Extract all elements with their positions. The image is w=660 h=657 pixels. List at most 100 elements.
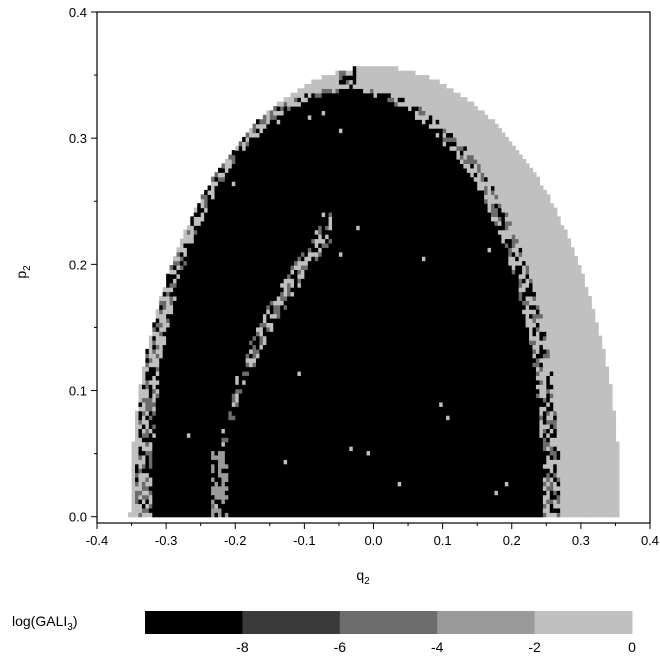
heatmap-cell	[446, 401, 451, 407]
heatmap-cell	[138, 459, 143, 465]
heatmap-cell	[390, 437, 395, 443]
heatmap-cell	[176, 415, 181, 421]
heatmap-cell	[480, 419, 485, 425]
heatmap-cell	[428, 388, 433, 394]
heatmap-cell	[169, 499, 174, 505]
heatmap-cell	[235, 459, 240, 465]
heatmap-cell	[211, 503, 216, 509]
heatmap-cell	[321, 401, 326, 407]
heatmap-cell	[249, 441, 254, 447]
heatmap-cell	[238, 423, 243, 429]
heatmap-cell	[598, 366, 603, 372]
heatmap-cell	[376, 428, 382, 434]
heatmap-cell	[553, 512, 558, 518]
heatmap-cell	[535, 481, 540, 487]
heatmap-cell	[259, 450, 264, 456]
heatmap-cell	[300, 463, 305, 469]
heatmap-cell	[159, 485, 164, 491]
heatmap-cell	[335, 428, 340, 434]
heatmap-cell	[556, 379, 561, 385]
heatmap-cell	[401, 446, 406, 452]
heatmap-cell	[518, 406, 523, 412]
heatmap-cell	[152, 379, 157, 385]
heatmap-cell	[332, 401, 337, 407]
heatmap-cell	[345, 362, 350, 368]
heatmap-cell	[325, 503, 330, 509]
heatmap-cell	[504, 468, 509, 474]
heatmap-cell	[179, 437, 185, 443]
heatmap-cell	[580, 410, 585, 416]
heatmap-cell	[259, 384, 264, 390]
heatmap-cell	[335, 406, 340, 412]
heatmap-cell	[141, 441, 146, 447]
heatmap-cell	[245, 428, 250, 434]
heatmap-cell	[442, 450, 447, 456]
heatmap-cell	[508, 388, 513, 394]
heatmap-cell	[366, 393, 371, 399]
heatmap-cell	[573, 415, 579, 421]
heatmap-cell	[214, 472, 219, 478]
heatmap-cell	[529, 362, 534, 368]
heatmap-cell	[141, 406, 146, 412]
heatmap-cell	[421, 494, 426, 500]
heatmap-cell	[335, 468, 340, 474]
heatmap-cell	[162, 481, 167, 487]
heatmap-cell	[587, 428, 592, 434]
heatmap-cell	[314, 419, 319, 425]
heatmap-cell	[456, 437, 461, 443]
heatmap-cell	[131, 481, 136, 487]
heatmap-cell	[162, 476, 167, 482]
heatmap-cell	[404, 490, 409, 496]
heatmap-cell	[511, 401, 516, 407]
heatmap-cell	[259, 476, 264, 482]
heatmap-cell	[418, 437, 423, 443]
heatmap-cell	[370, 397, 375, 403]
heatmap-cell	[484, 393, 489, 399]
heatmap-cell	[411, 388, 416, 394]
heatmap-cell	[183, 401, 188, 407]
heatmap-cell	[539, 384, 544, 390]
heatmap-cell	[608, 432, 613, 438]
heatmap-cell	[532, 428, 537, 434]
heatmap-cell	[466, 397, 471, 403]
heatmap-cell	[259, 393, 264, 399]
heatmap-cell	[577, 446, 582, 452]
heatmap-cell	[245, 406, 250, 412]
heatmap-cell	[141, 384, 146, 390]
heatmap-cell	[511, 419, 516, 425]
heatmap-cell	[197, 406, 202, 412]
heatmap-cell	[414, 406, 420, 412]
heatmap-cell	[504, 490, 509, 496]
heatmap-cell	[580, 499, 585, 505]
heatmap-cell	[446, 393, 451, 399]
heatmap-cell	[290, 432, 295, 438]
heatmap-cell	[439, 463, 444, 469]
heatmap-cell	[166, 423, 171, 429]
heatmap-cell	[166, 463, 171, 469]
heatmap-cell	[542, 428, 547, 434]
heatmap-cell	[497, 450, 502, 456]
heatmap-cell	[591, 463, 596, 469]
heatmap-cell	[332, 437, 337, 443]
heatmap-cell	[266, 397, 271, 403]
heatmap-cell	[259, 494, 264, 500]
heatmap-cell	[546, 415, 551, 421]
heatmap-cell	[584, 485, 589, 491]
heatmap-cell	[439, 454, 444, 460]
heatmap-cell	[487, 468, 492, 474]
heatmap-cell	[318, 384, 323, 390]
heatmap-cell	[491, 490, 496, 496]
heatmap-cell	[494, 476, 499, 482]
heatmap-cell	[480, 406, 485, 412]
heatmap-cell	[549, 476, 554, 482]
heatmap-cell	[608, 406, 613, 412]
heatmap-cell	[542, 507, 547, 513]
heatmap-cell	[411, 362, 416, 368]
heatmap-cell	[235, 410, 240, 416]
heatmap-cell	[294, 454, 299, 460]
heatmap-cell	[494, 459, 499, 465]
heatmap-cell	[200, 512, 205, 518]
heatmap-cell	[504, 450, 509, 456]
heatmap-cell	[470, 401, 475, 407]
heatmap-cell	[200, 432, 205, 438]
